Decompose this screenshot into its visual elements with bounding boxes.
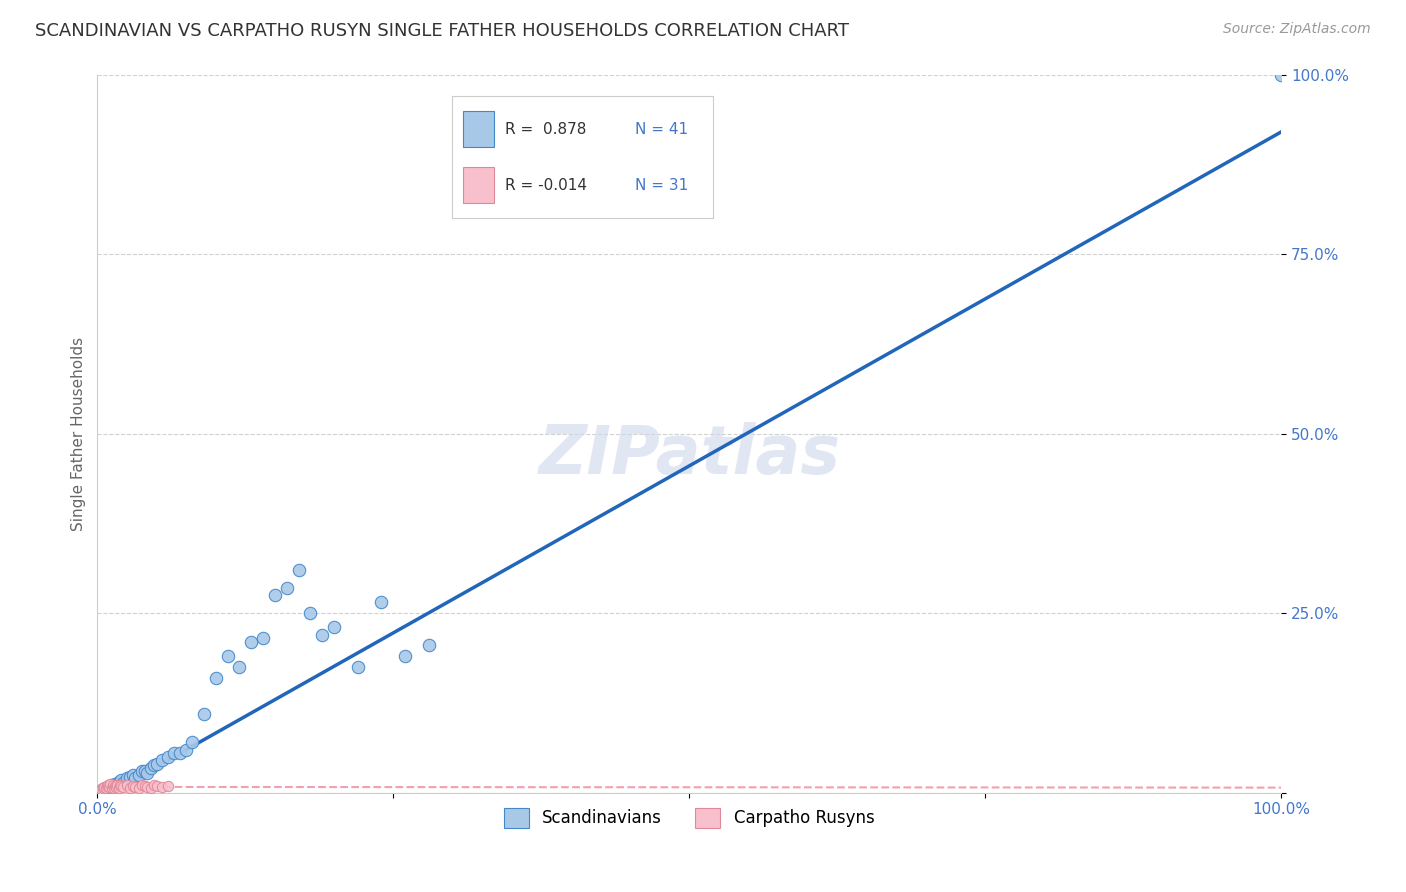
Point [217,649,239,664]
Point [139,760,162,774]
Point [115,772,138,786]
Point [103,780,125,795]
Point [98,780,121,794]
Point [100,777,122,791]
Point [323,620,346,634]
Point [105,780,128,794]
Point [112,780,135,794]
Point [311,628,333,642]
Point [124,772,146,786]
Point [264,588,287,602]
Point [134,779,156,793]
Point [101,779,124,793]
Point [370,595,392,609]
Y-axis label: Single Father Households: Single Father Households [72,336,86,531]
Point [240,635,263,649]
Point [193,706,215,721]
Point [121,767,143,781]
Point [94,780,117,795]
Point [228,660,250,674]
Point [120,770,142,784]
Point [418,639,440,653]
Text: ZIPatlas: ZIPatlas [538,422,841,488]
Point [121,779,143,793]
Point [299,606,322,620]
Point [90,782,112,797]
Point [112,775,135,789]
Point [157,779,180,793]
Point [128,767,150,781]
Point [100,781,122,796]
Point [1270,68,1292,82]
Point [104,777,127,791]
Point [134,764,156,778]
Point [394,649,416,664]
Point [124,780,146,794]
Point [108,779,131,793]
Point [107,775,129,789]
Point [181,735,204,749]
Point [131,779,153,793]
Point [120,780,142,795]
Point [204,671,226,685]
Point [104,779,127,793]
Point [91,781,114,796]
Point [163,746,186,760]
Point [169,746,191,760]
Point [110,772,132,787]
Point [100,779,122,793]
Point [143,779,166,793]
Point [107,780,129,795]
Point [139,780,162,795]
Point [152,753,174,767]
Point [143,758,166,772]
Point [252,632,274,646]
Point [115,779,138,793]
Point [152,780,174,794]
Point [136,765,159,780]
Point [97,779,120,793]
Text: SCANDINAVIAN VS CARPATHO RUSYN SINGLE FATHER HOUSEHOLDS CORRELATION CHART: SCANDINAVIAN VS CARPATHO RUSYN SINGLE FA… [35,22,849,40]
Point [128,780,150,795]
Point [346,660,368,674]
Point [174,742,197,756]
Point [96,779,118,793]
Point [131,764,153,778]
Point [287,563,309,577]
Point [157,749,180,764]
Point [93,780,115,794]
Point [136,780,159,794]
Point [276,581,298,595]
Point [110,779,132,793]
Text: Source: ZipAtlas.com: Source: ZipAtlas.com [1223,22,1371,37]
Point [145,779,167,793]
Point [145,756,167,771]
Point [98,780,121,794]
Legend: Scandinavians, Carpatho Rusyns: Scandinavians, Carpatho Rusyns [498,801,882,835]
Point [107,778,129,792]
Point [91,782,114,797]
